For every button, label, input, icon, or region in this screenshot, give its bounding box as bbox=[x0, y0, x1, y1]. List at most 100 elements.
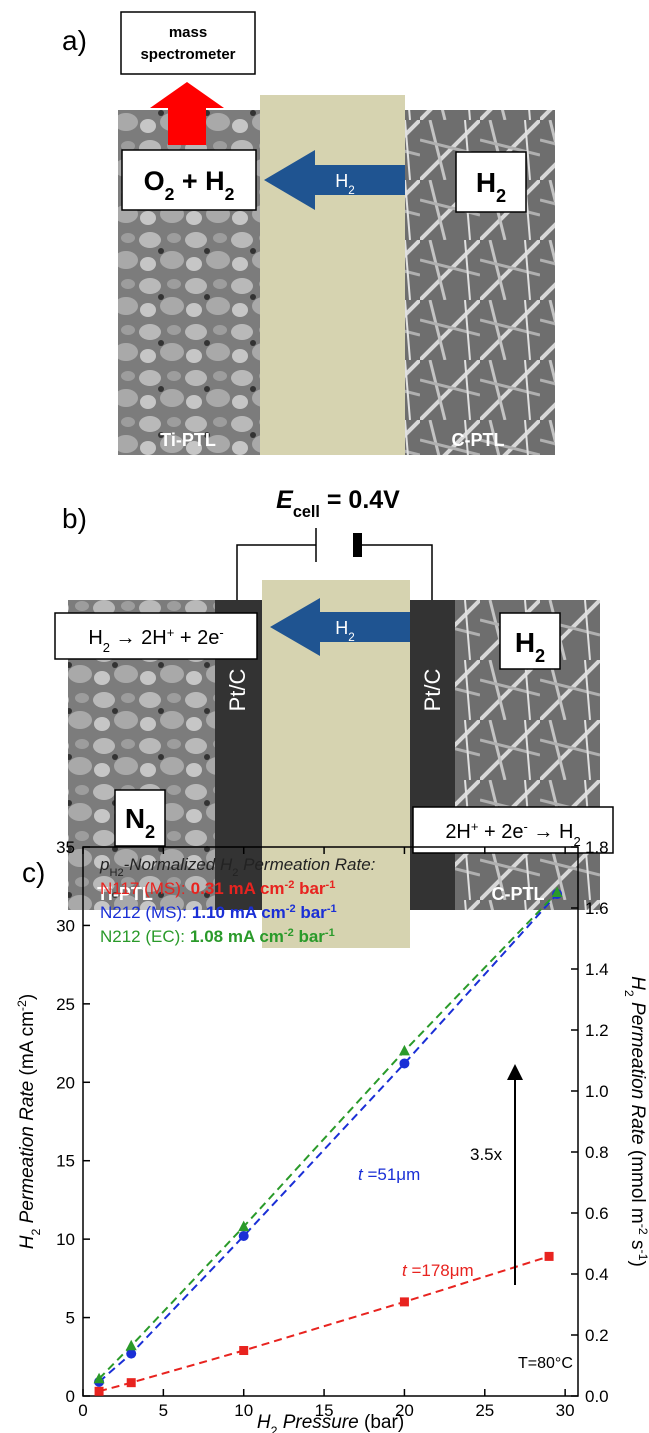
legend-name: N117 (MS): bbox=[100, 879, 186, 898]
x-axis-label: H2 Pressure (bar) bbox=[257, 1412, 404, 1433]
text-run: bar bbox=[294, 879, 326, 898]
x-tick-label: 10 bbox=[234, 1401, 253, 1420]
marker bbox=[545, 1252, 554, 1261]
y2-tick-label: 0.2 bbox=[585, 1326, 609, 1345]
text-run: -2 bbox=[284, 927, 294, 939]
text-run: 1.08 mA cm bbox=[190, 927, 284, 946]
panel-label: c) bbox=[22, 857, 45, 888]
text-run: (bar) bbox=[359, 1412, 404, 1433]
text-run: =51μm bbox=[363, 1165, 421, 1184]
battery bbox=[353, 533, 362, 557]
text-run: E bbox=[276, 486, 294, 514]
y-axis-label: H2 Permeation Rate (mA cm-2) bbox=[15, 994, 43, 1249]
text-run: 2 bbox=[103, 640, 110, 655]
annotation: t =178μm bbox=[402, 1261, 474, 1280]
y-tick-label: 30 bbox=[56, 916, 75, 935]
text-run: Permeation Rate bbox=[627, 997, 648, 1145]
text-run: 2 bbox=[535, 646, 545, 666]
text-run: + bbox=[471, 819, 479, 834]
catalyst-layer bbox=[410, 600, 455, 910]
x-tick-label: 25 bbox=[475, 1401, 494, 1420]
marker bbox=[126, 1340, 137, 1351]
y2-tick-label: 0.6 bbox=[585, 1204, 609, 1223]
text-run: -1 bbox=[636, 1250, 649, 1261]
text-run: -Normalized H bbox=[124, 855, 233, 874]
y-tick-label: 25 bbox=[56, 995, 75, 1014]
y-tick-label: 35 bbox=[56, 838, 75, 857]
panel-label: b) bbox=[62, 503, 87, 534]
text-run: = 0.4V bbox=[320, 486, 400, 514]
text-run: Permeation Rate: bbox=[238, 855, 375, 874]
text-run: - bbox=[219, 625, 223, 640]
text-run: 2H bbox=[445, 821, 471, 843]
catalyst-label: Pt/C bbox=[420, 669, 445, 712]
text-run: (mA cm bbox=[17, 1011, 38, 1081]
text-run: H bbox=[335, 618, 348, 638]
legend-entry: N212 (MS): 1.10 mA cm-2 bar-1 bbox=[100, 903, 337, 922]
text-run: -2 bbox=[636, 1224, 649, 1235]
text-run: H bbox=[88, 627, 102, 649]
y2-tick-label: 1.2 bbox=[585, 1021, 609, 1040]
annotation: 3.5x bbox=[470, 1145, 503, 1164]
text-run: H bbox=[17, 1235, 38, 1249]
text-run: 2 bbox=[225, 184, 235, 204]
catalyst-label: Pt/C bbox=[225, 669, 250, 712]
fit-line bbox=[99, 1256, 549, 1391]
ms-box bbox=[121, 12, 255, 74]
text-run: + 2e bbox=[478, 821, 523, 843]
y-tick-label: 10 bbox=[56, 1230, 75, 1249]
y2-tick-label: 1.0 bbox=[585, 1082, 609, 1101]
text-run: → H bbox=[528, 821, 574, 843]
panel-label: a) bbox=[62, 25, 87, 56]
text-run: -2 bbox=[286, 903, 296, 915]
text-run: N bbox=[125, 803, 145, 834]
text-run: H bbox=[335, 171, 348, 191]
text-run: H bbox=[257, 1412, 271, 1433]
annotation: T=80°C bbox=[518, 1355, 573, 1372]
text-run: 2 bbox=[145, 822, 155, 842]
box-text: spectrometer bbox=[140, 46, 235, 63]
marker bbox=[239, 1231, 249, 1241]
fit-line bbox=[99, 894, 557, 1382]
y2-tick-label: 0.4 bbox=[585, 1265, 609, 1284]
annotation: t =51μm bbox=[358, 1165, 420, 1184]
text-run: H bbox=[476, 167, 496, 198]
y-tick-label: 0 bbox=[66, 1387, 75, 1406]
text-run: -1 bbox=[326, 879, 336, 891]
y2-tick-label: 0.8 bbox=[585, 1143, 609, 1162]
text-run: bar bbox=[294, 927, 326, 946]
text-run: + H bbox=[174, 166, 224, 196]
text-run: bar bbox=[296, 903, 328, 922]
legend-entry: N117 (MS):0.31 mA cm-2 bar-1 bbox=[100, 879, 335, 898]
legend-entry: N212 (EC):1.08 mA cm-2 bar-1 bbox=[100, 927, 335, 946]
text-run: cell bbox=[293, 503, 320, 521]
text-run: + 2e bbox=[174, 627, 219, 649]
x-tick-label: 0 bbox=[78, 1401, 87, 1420]
text-run: 1.10 mA cm bbox=[192, 903, 286, 922]
text-run: Pressure bbox=[277, 1412, 358, 1433]
text-run: O bbox=[144, 166, 165, 196]
text-run: 2 bbox=[348, 184, 355, 197]
marker bbox=[399, 1045, 410, 1056]
legend-rate: 1.10 mA cm-2 bar-1 bbox=[192, 903, 337, 922]
text-run: -1 bbox=[327, 903, 337, 915]
text-run: + bbox=[167, 625, 175, 640]
y2-tick-label: 1.4 bbox=[585, 960, 609, 979]
text-run: H bbox=[515, 627, 535, 658]
fit-line bbox=[99, 892, 557, 1378]
text-run: =178μm bbox=[407, 1261, 474, 1280]
text-run: H2 bbox=[109, 867, 123, 879]
voltage-label: Ecell = 0.4V bbox=[276, 486, 400, 521]
text-run: → 2H bbox=[110, 627, 167, 649]
y-tick-label: 20 bbox=[56, 1073, 75, 1092]
x-tick-label: 5 bbox=[159, 1401, 168, 1420]
legend-name: N212 (MS): bbox=[100, 903, 187, 922]
marker bbox=[239, 1346, 248, 1355]
text-run: -2 bbox=[285, 879, 295, 891]
y2-tick-label: 1.8 bbox=[585, 838, 609, 857]
x-tick-label: 30 bbox=[556, 1401, 575, 1420]
text-run: 2 bbox=[165, 184, 175, 204]
y2-tick-label: 0.0 bbox=[585, 1387, 609, 1406]
y-tick-label: 15 bbox=[56, 1152, 75, 1171]
y-tick-label: 5 bbox=[66, 1309, 75, 1328]
